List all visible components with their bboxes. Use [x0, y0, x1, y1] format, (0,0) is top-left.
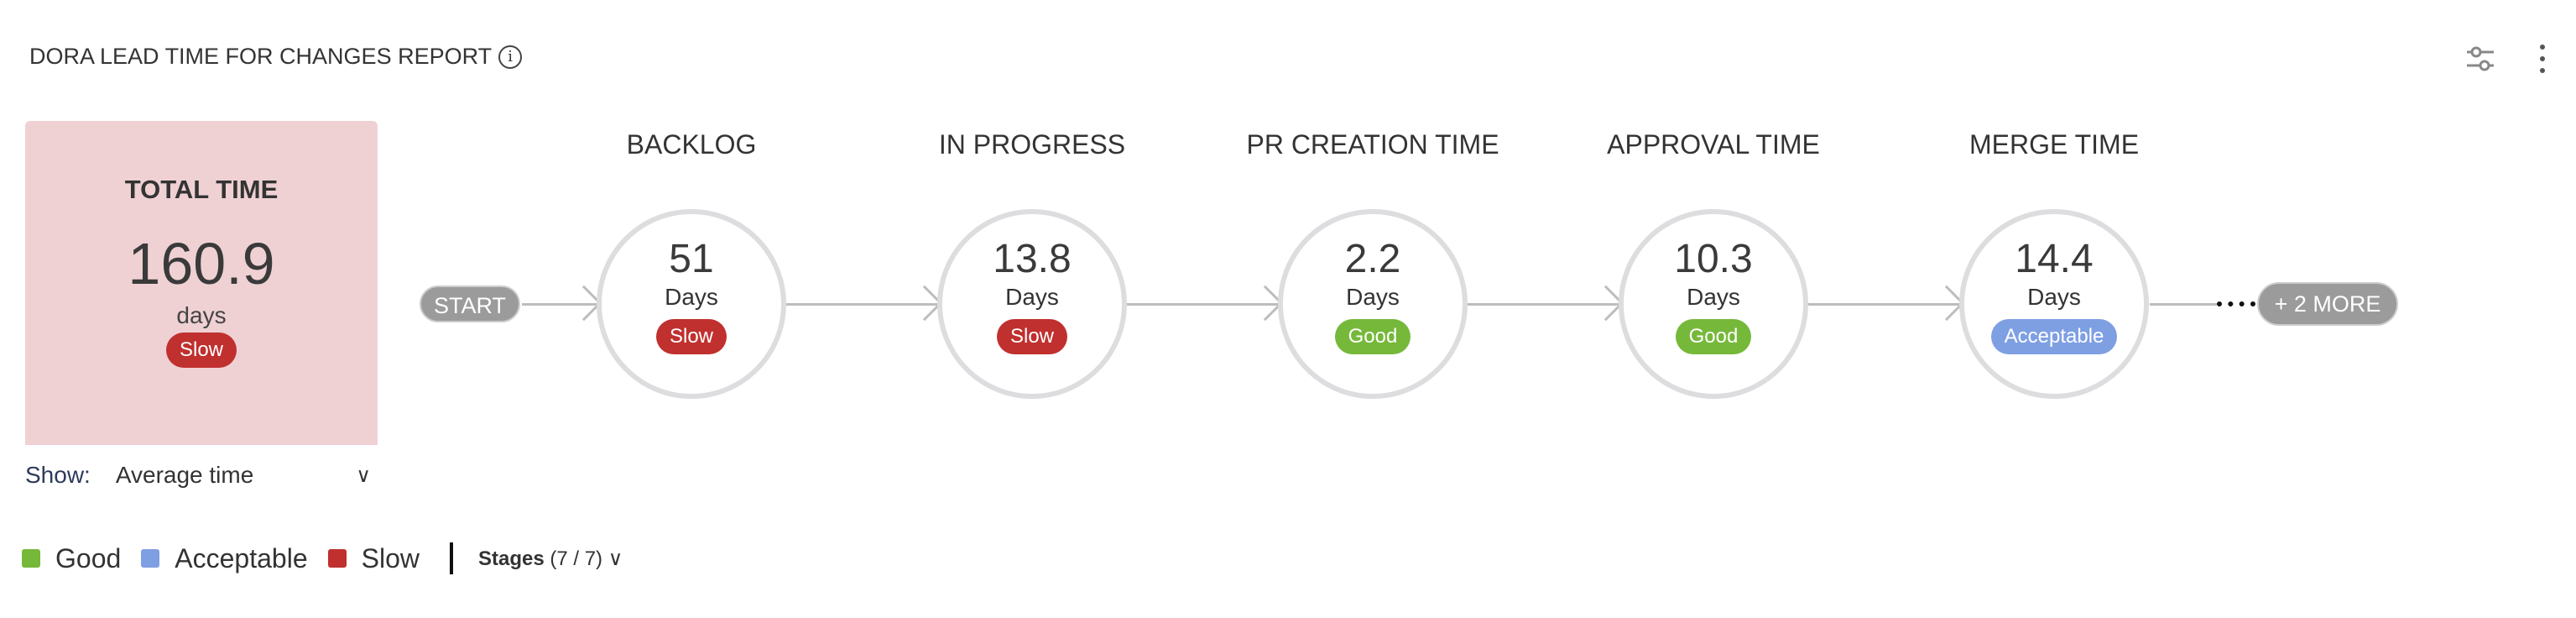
status-badge: Acceptable	[1990, 319, 2118, 354]
info-icon[interactable]: i	[498, 45, 523, 69]
connector-line	[786, 303, 937, 306]
report-title: DORA LEAD TIME FOR CHANGES REPORT i	[29, 44, 523, 70]
stage-label: PR CREATION TIME	[1246, 129, 1499, 160]
more-stages-button[interactable]: + 2 MORE	[2257, 282, 2398, 326]
total-time-card: TOTAL TIME 160.9 days Slow	[25, 121, 378, 445]
status-badge: Slow	[165, 333, 237, 368]
sliders-icon[interactable]	[2465, 44, 2495, 74]
dotted-connector	[2217, 301, 2255, 306]
stage-value: 13.8	[993, 237, 1072, 281]
legend-item-good: Good	[22, 543, 121, 574]
connector-line	[1127, 303, 1278, 306]
start-pill: START	[420, 285, 520, 322]
stages-label: Stages	[477, 547, 545, 570]
stage-circle[interactable]: 14.4 Days Acceptable	[1959, 209, 2149, 399]
show-label: Show:	[25, 462, 91, 488]
stage-label: BACKLOG	[626, 129, 757, 160]
stage-unit: Days	[1346, 284, 1400, 310]
stage-circle[interactable]: 10.3 Days Good	[1619, 209, 1808, 399]
stage-label: APPROVAL TIME	[1607, 129, 1820, 160]
stage-unit: Days	[665, 284, 718, 310]
stages-filter-button[interactable]: Stages (7 / 7) ∨	[478, 547, 623, 571]
status-badge: Good	[1675, 319, 1752, 354]
chevron-down-icon: ∨	[356, 464, 371, 487]
connector-line	[1808, 303, 1959, 306]
stage-value: 14.4	[2015, 237, 2094, 281]
stage-unit: Days	[2027, 284, 2081, 310]
status-badge: Slow	[655, 319, 727, 354]
connector-line	[1468, 303, 1619, 306]
legend-item-slow: Slow	[327, 542, 420, 574]
legend-item-acceptable: Acceptable	[141, 542, 308, 574]
stage-unit: Days	[1687, 284, 1740, 310]
total-time-unit: days	[176, 302, 227, 328]
stage-value: 10.3	[1674, 237, 1753, 281]
chevron-down-icon: ∨	[607, 547, 623, 570]
more-vertical-icon[interactable]	[2537, 42, 2547, 76]
total-time-label: TOTAL TIME	[124, 175, 279, 204]
stage-value: 2.2	[1344, 237, 1401, 281]
stage-circle[interactable]: 2.2 Days Good	[1278, 209, 1468, 399]
status-badge: Good	[1334, 319, 1411, 354]
stage-circle[interactable]: 13.8 Days Slow	[937, 209, 1127, 399]
stage-circle[interactable]: 51 Days Slow	[597, 209, 786, 399]
stage-label: IN PROGRESS	[938, 129, 1126, 160]
good-swatch	[22, 549, 40, 568]
connector-line	[2150, 303, 2217, 306]
stage-unit: Days	[1005, 284, 1059, 310]
legend: Good Acceptable Slow Stages (7 / 7) ∨	[22, 542, 623, 574]
legend-label: Slow	[361, 542, 420, 573]
slow-swatch	[327, 549, 347, 568]
stages-count: (7 / 7)	[550, 547, 603, 570]
stage-label: MERGE TIME	[1969, 129, 2140, 160]
legend-label: Good	[55, 542, 122, 573]
show-dropdown[interactable]: Show: Average time ∨	[25, 462, 378, 489]
total-time-value: 160.9	[128, 231, 275, 296]
legend-label: Acceptable	[175, 542, 308, 573]
show-value: Average time	[115, 462, 254, 488]
stage-value: 51	[669, 237, 714, 281]
status-badge: Slow	[996, 319, 1068, 354]
connector-line	[522, 303, 597, 306]
acceptable-swatch	[141, 549, 160, 568]
report-title-text: DORA LEAD TIME FOR CHANGES REPORT	[29, 44, 493, 69]
divider	[449, 542, 453, 574]
